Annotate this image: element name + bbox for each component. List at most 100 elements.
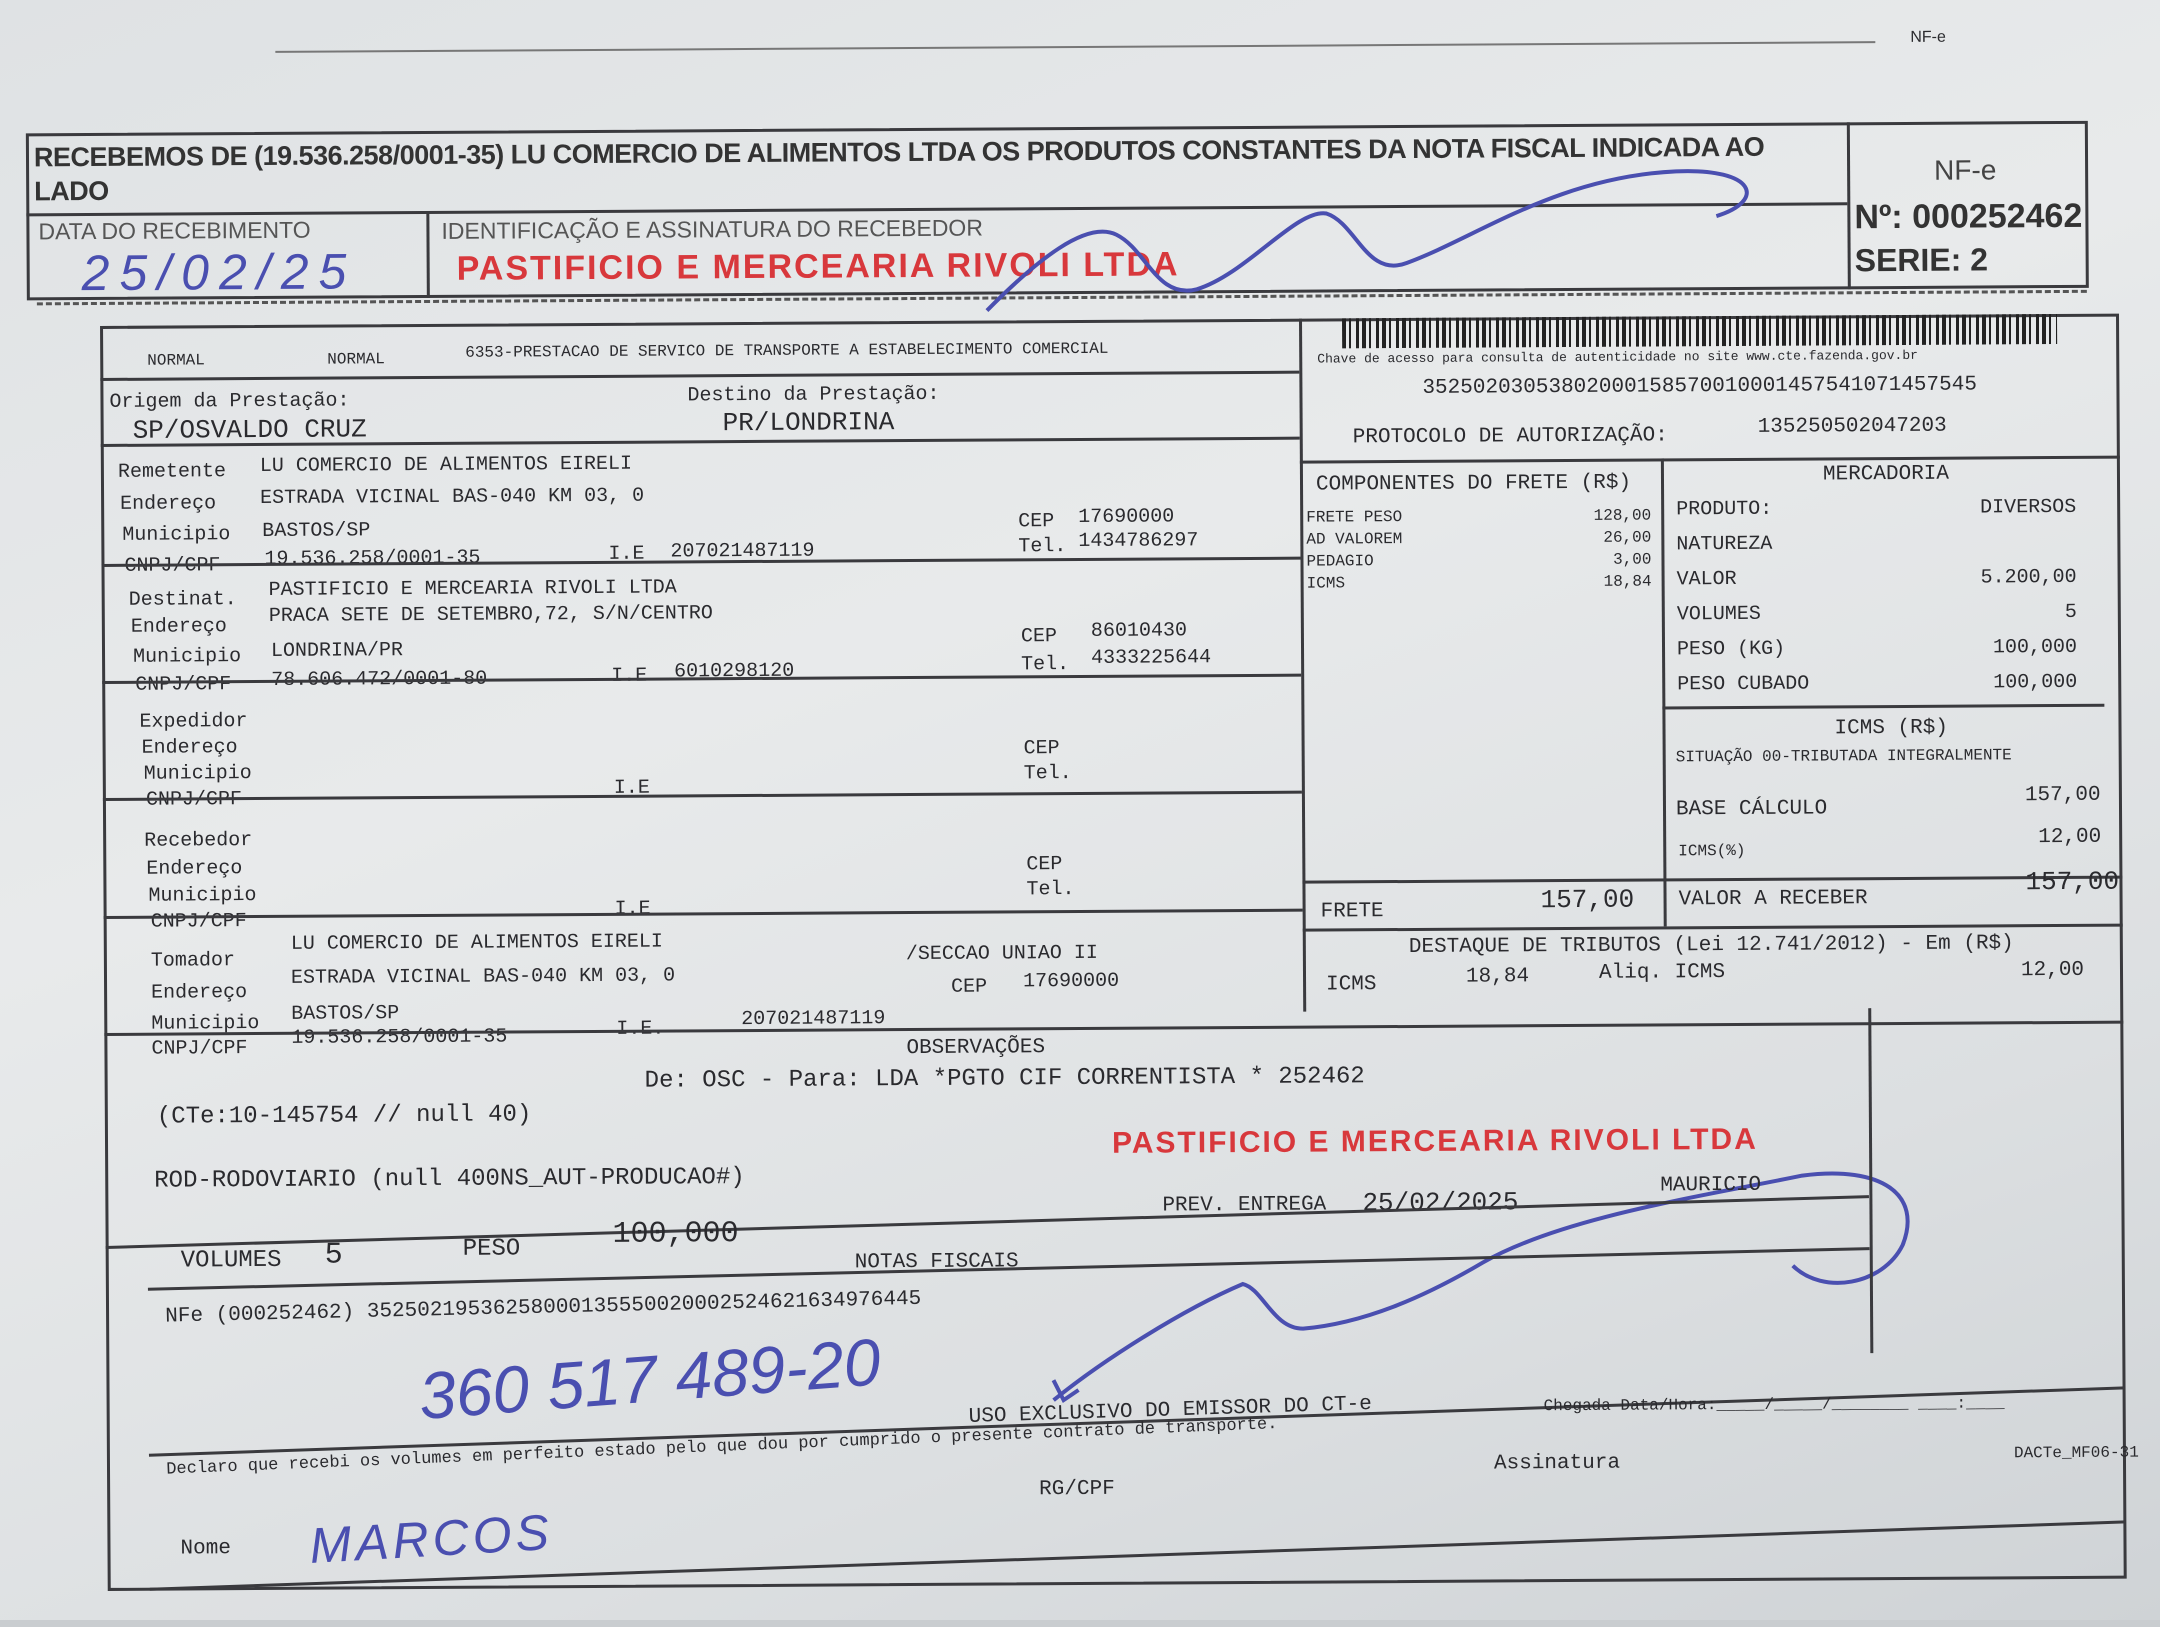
form-code: DACTe_MF06-31 bbox=[2014, 1444, 2139, 1463]
barcode bbox=[1342, 314, 2057, 348]
icms-base-value: 157,00 bbox=[2025, 784, 2101, 807]
componente-value: 128,00 bbox=[1594, 505, 1652, 527]
icms-aliq-value: 12,00 bbox=[2038, 826, 2101, 849]
observacoes-title: OBSERVAÇÕES bbox=[906, 1036, 1045, 1060]
destinatario-tel: 4333225644 bbox=[1091, 646, 1211, 670]
remetente-addr: ESTRADA VICINAL BAS-040 KM 03, 0 bbox=[260, 485, 644, 510]
remetente-cep-label: CEP bbox=[1018, 510, 1054, 533]
assinatura-label: Assinatura bbox=[1494, 1452, 1620, 1476]
peso-label: PESO bbox=[463, 1235, 521, 1262]
destaque-icms-label: ICMS bbox=[1326, 973, 1377, 996]
componente-label: ICMS bbox=[1307, 572, 1346, 594]
obs-line-1b: De: OSC - Para: LDA *PGTO CIF CORRENTIST… bbox=[645, 1063, 1365, 1094]
destinatario-addr: PRACA SETE DE SETEMBRO,72, S/N/CENTRO bbox=[269, 602, 713, 628]
destinatario-cep-label: CEP bbox=[1021, 625, 1057, 648]
dest-value: PR/LONDRINA bbox=[723, 407, 895, 438]
destinatario-label: Destinat. bbox=[129, 588, 237, 612]
destinatario-mun-label: Municipio bbox=[133, 645, 241, 669]
tomador-cnpj: 19.536.258/0001-35 bbox=[291, 1026, 507, 1050]
obs-line-1a: (CTe:10-145754 // null 40) bbox=[157, 1101, 532, 1130]
remetente-cnpj: 19.536.258/0001-35 bbox=[264, 547, 480, 571]
tomador-label: Tomador bbox=[151, 949, 235, 973]
mercadoria-label: PESO (KG) bbox=[1677, 632, 1785, 668]
tomador-cnpj-label: CNPJ/CPF bbox=[151, 1037, 247, 1061]
peso-value: 100,000 bbox=[612, 1217, 738, 1252]
icms-situacao: SITUAÇÃO 00-TRIBUTADA INTEGRALMENTE bbox=[1676, 746, 2012, 766]
obs-line-2: ROD-RODOVIARIO (null 400NS_AUT-PRODUCAO#… bbox=[154, 1164, 745, 1195]
dest-label: Destino da Prestação: bbox=[687, 383, 939, 408]
valor-receber-value: 157,00 bbox=[2025, 867, 2119, 898]
remetente-name: LU COMERCIO DE ALIMENTOS EIRELI bbox=[260, 453, 632, 478]
recebedor-label: Recebedor bbox=[144, 829, 252, 853]
destaque-aliq-value: 12,00 bbox=[2021, 959, 2084, 982]
remetente-tel: 1434786297 bbox=[1078, 529, 1198, 553]
mercadoria-label: PRODUTO: bbox=[1676, 492, 1772, 528]
icms-title: ICMS (R$) bbox=[1834, 717, 1948, 741]
mercadoria-value: DIVERSOS bbox=[1980, 490, 2076, 526]
expedidor-label: Expedidor bbox=[139, 710, 247, 734]
type-label-1: NORMAL bbox=[147, 351, 205, 369]
recebedor-cep-label: CEP bbox=[1026, 853, 1062, 876]
recebedor-ie-label: I.E bbox=[615, 898, 651, 921]
componente-value: 26,00 bbox=[1603, 527, 1651, 549]
valor-receber-label: VALOR A RECEBER bbox=[1678, 887, 1867, 911]
remetente-label: Remetente bbox=[118, 460, 226, 484]
driver-name: MAURICIO bbox=[1660, 1174, 1761, 1198]
remetente-tel-label: Tel. bbox=[1018, 535, 1066, 558]
expedidor-mun-label: Municipio bbox=[144, 762, 252, 786]
componente-label: AD VALOREM bbox=[1306, 528, 1402, 551]
tomador-mun: BASTOS/SP bbox=[291, 1002, 399, 1026]
componente-row: AD VALOREM 26,00 bbox=[1306, 527, 1651, 551]
destinatario-addr-label: Endereço bbox=[131, 615, 227, 639]
prev-entrega-value: 25/02/2025 bbox=[1362, 1187, 1518, 1218]
tomador-addr-label: Endereço bbox=[151, 981, 247, 1005]
rgcpf-label: RG/CPF bbox=[1039, 1478, 1115, 1501]
origin-value: SP/OSVALDO CRUZ bbox=[133, 414, 367, 445]
destinatario-mun: LONDRINA/PR bbox=[271, 639, 403, 663]
componente-value: 18,84 bbox=[1604, 571, 1652, 593]
protocol-value: 135250502047203 bbox=[1758, 415, 1947, 439]
mercadoria-row: VALOR 5.200,00 bbox=[1676, 560, 2076, 597]
destinatario-name: PASTIFICIO E MERCEARIA RIVOLI LTDA bbox=[269, 576, 677, 601]
access-key: 3525020305380200015857001000145754107145… bbox=[1422, 374, 1977, 400]
mercadoria-label: PESO CUBADO bbox=[1677, 667, 1809, 703]
mercadoria-title: MERCADORIA bbox=[1823, 463, 1949, 487]
mercadoria-value: 100,000 bbox=[1993, 665, 2077, 701]
recebedor-mun-label: Municipio bbox=[148, 884, 256, 908]
recebedor-tel-label: Tel. bbox=[1026, 878, 1074, 901]
componente-label: PEDAGIO bbox=[1306, 550, 1373, 572]
protocol-label: PROTOCOLO DE AUTORIZAÇÃO: bbox=[1353, 424, 1668, 449]
frete-label: FRETE bbox=[1321, 900, 1384, 923]
company-stamp-2: PASTIFICIO E MERCEARIA RIVOLI LTDA bbox=[1112, 1123, 1758, 1161]
componente-row: ICMS 18,84 bbox=[1307, 571, 1652, 595]
mercadoria-value: 5.200,00 bbox=[1980, 560, 2076, 596]
origin-label: Origem da Prestação: bbox=[109, 389, 349, 413]
icms-base-label: BASE CÁLCULO bbox=[1676, 797, 1827, 821]
componente-row: PEDAGIO 3,00 bbox=[1306, 549, 1651, 573]
remetente-addr-label: Endereço bbox=[120, 492, 216, 516]
frete-value: 157,00 bbox=[1540, 885, 1634, 916]
componente-label: FRETE PESO bbox=[1306, 506, 1402, 529]
tomador-bairro: /SECCAO UNIAO II bbox=[906, 942, 1098, 966]
componente-row: FRETE PESO 128,00 bbox=[1306, 505, 1651, 529]
mercadoria-row: PRODUTO: DIVERSOS bbox=[1676, 490, 2076, 527]
remetente-mun-label: Municipio bbox=[122, 523, 230, 547]
mercadoria-value: 100,000 bbox=[1993, 630, 2077, 666]
destaque-aliq-label: Aliq. ICMS bbox=[1599, 961, 1725, 985]
componente-value: 3,00 bbox=[1613, 549, 1652, 571]
chegada-label: Chegada Data/Hora:_____/_____/________ _… bbox=[1544, 1394, 2005, 1415]
tomador-cep: 17690000 bbox=[1023, 970, 1119, 994]
tomador-addr: ESTRADA VICINAL BAS-040 KM 03, 0 bbox=[291, 964, 675, 989]
expedidor-tel-label: Tel. bbox=[1024, 762, 1072, 785]
destinatario-ie-label: I.E bbox=[611, 665, 647, 688]
recebedor-cnpj-label: CNPJ/CPF bbox=[151, 910, 247, 934]
destaque-title: DESTAQUE DE TRIBUTOS (Lei 12.741/2012) -… bbox=[1409, 932, 2014, 959]
notas-title: NOTAS FISCAIS bbox=[855, 1250, 1019, 1274]
mercadoria-label: VALOR bbox=[1676, 562, 1736, 597]
expedidor-cep-label: CEP bbox=[1024, 737, 1060, 760]
tomador-cep-label: CEP bbox=[951, 976, 987, 999]
icms-aliq-label: ICMS(%) bbox=[1678, 842, 1745, 860]
